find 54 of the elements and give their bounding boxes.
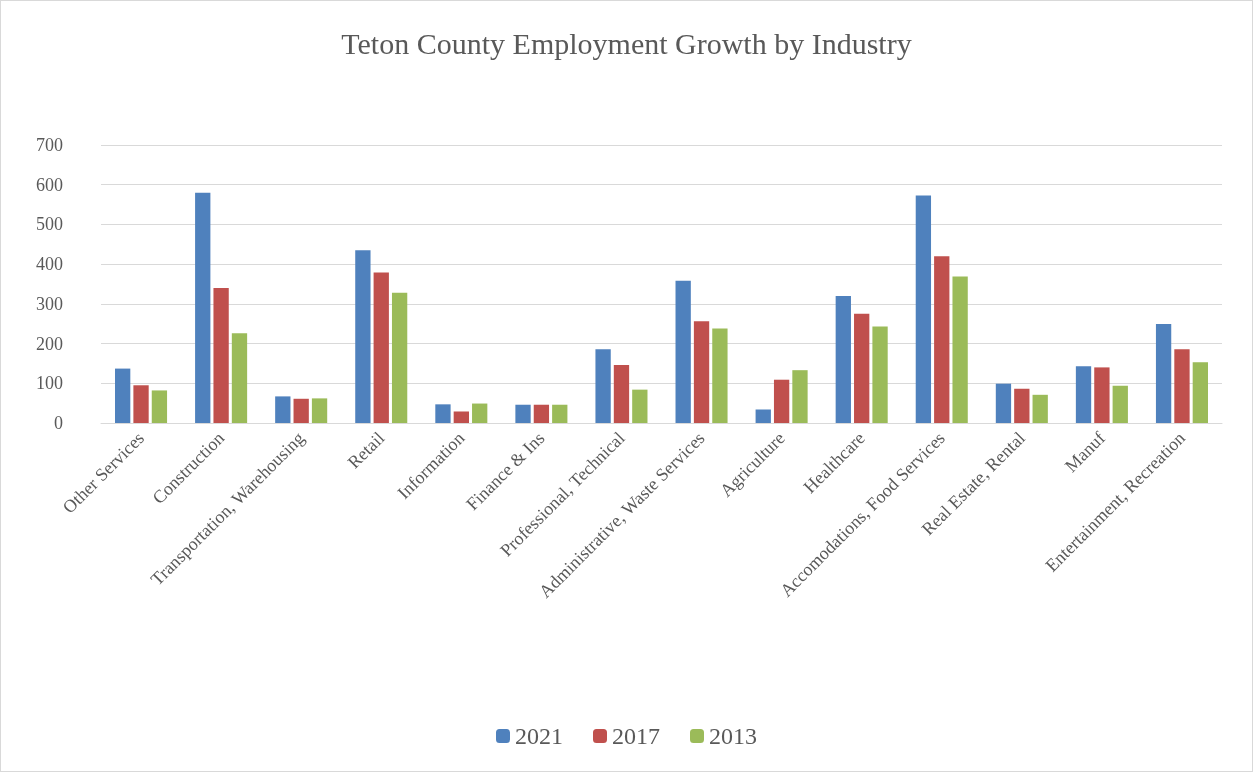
bar <box>675 280 691 423</box>
bar <box>355 250 371 423</box>
bar <box>115 368 131 423</box>
bar <box>533 404 550 423</box>
bar <box>435 404 451 423</box>
bar <box>373 272 389 423</box>
bar <box>472 403 488 423</box>
bar <box>712 328 728 423</box>
bar <box>693 321 710 423</box>
bar <box>872 326 888 423</box>
y-tick-label: 700 <box>36 135 63 155</box>
bar <box>595 349 611 423</box>
bar <box>613 365 630 423</box>
bar <box>755 409 771 423</box>
bar <box>133 385 149 423</box>
bar <box>231 333 248 423</box>
bar <box>835 295 851 423</box>
bar <box>934 256 950 423</box>
y-tick-label: 100 <box>36 373 63 394</box>
y-tick-label: 500 <box>36 214 63 235</box>
bar <box>213 287 229 423</box>
bar <box>1094 367 1110 423</box>
bar <box>952 276 968 423</box>
bar <box>195 192 211 423</box>
legend-label: 2017 <box>612 723 660 749</box>
bar <box>311 398 328 423</box>
bar <box>773 379 790 423</box>
bar <box>391 292 408 423</box>
chart-title: Teton County Employment Growth by Industry <box>341 26 912 60</box>
bar <box>1075 366 1092 423</box>
y-tick-label: 600 <box>36 174 63 195</box>
bar <box>1192 362 1208 423</box>
bar <box>1155 324 1172 423</box>
bar <box>854 313 870 423</box>
bar <box>453 411 469 423</box>
bar <box>151 390 168 423</box>
y-tick-label: 200 <box>36 333 63 354</box>
bar <box>915 195 932 423</box>
legend-label: 2013 <box>709 723 757 749</box>
bar <box>1014 388 1030 423</box>
bar <box>1112 385 1128 423</box>
legend-label: 2021 <box>515 723 563 749</box>
bar <box>1174 349 1190 423</box>
bar <box>1032 394 1048 423</box>
bar <box>632 389 648 423</box>
bar <box>275 396 291 423</box>
bar <box>552 404 568 423</box>
bar <box>515 404 531 423</box>
bar <box>995 383 1012 423</box>
bar <box>792 370 808 423</box>
y-tick-label: 300 <box>36 293 63 314</box>
y-tick-label: 0 <box>54 413 63 433</box>
bar <box>293 398 309 423</box>
y-tick-label: 400 <box>36 254 63 275</box>
